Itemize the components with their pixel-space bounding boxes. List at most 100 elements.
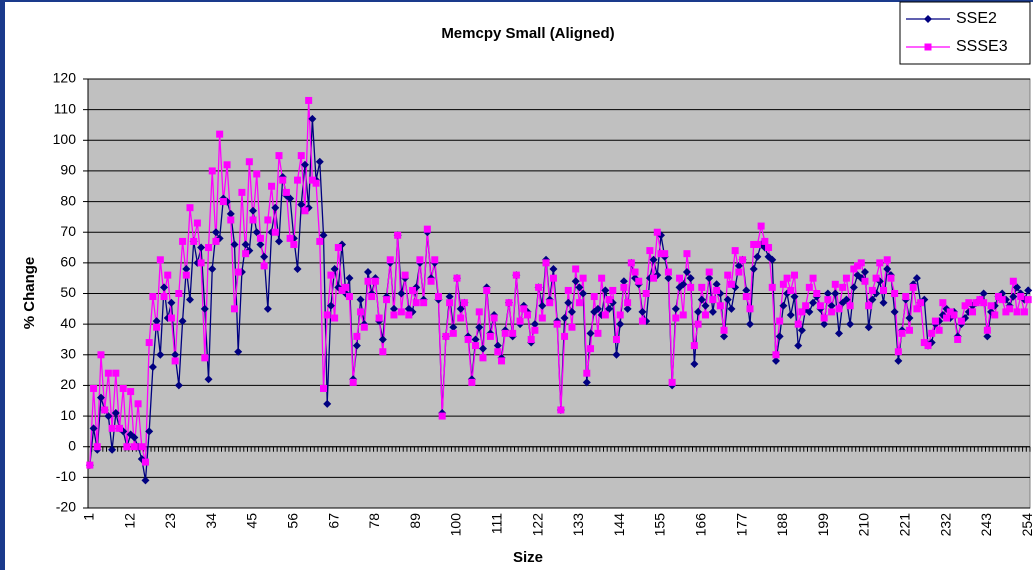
marker	[505, 299, 513, 307]
marker	[820, 314, 828, 322]
marker	[560, 314, 569, 323]
marker	[734, 261, 743, 270]
marker	[682, 268, 691, 277]
marker	[772, 351, 780, 359]
x-axis-label: Size	[513, 549, 543, 566]
marker	[727, 304, 736, 313]
x-tick-label: 155	[652, 513, 668, 537]
marker	[89, 424, 98, 433]
legend-label: SSE2	[956, 10, 997, 27]
marker	[594, 329, 602, 337]
marker	[998, 296, 1006, 304]
x-tick-label: 177	[733, 513, 749, 537]
marker	[905, 326, 913, 334]
marker	[134, 400, 142, 408]
marker	[761, 237, 769, 245]
marker	[671, 304, 680, 313]
marker	[1013, 308, 1021, 316]
marker	[890, 307, 899, 316]
marker	[434, 293, 442, 301]
marker	[731, 247, 739, 255]
marker	[802, 302, 810, 310]
marker	[835, 329, 844, 338]
marker	[449, 329, 457, 337]
marker	[972, 299, 980, 307]
marker	[531, 326, 539, 334]
marker	[849, 283, 858, 292]
marker	[357, 308, 365, 316]
marker	[605, 304, 614, 313]
marker	[112, 369, 120, 377]
marker	[609, 286, 617, 294]
marker	[564, 286, 572, 294]
y-tick-label: 10	[60, 407, 76, 423]
y-tick-label: 60	[60, 254, 76, 270]
y-tick-label: -20	[56, 499, 76, 515]
marker	[216, 130, 224, 138]
marker	[616, 311, 624, 319]
marker	[130, 443, 138, 451]
marker	[108, 424, 116, 432]
marker	[979, 289, 988, 298]
marker	[420, 299, 428, 307]
marker	[753, 240, 761, 248]
marker	[530, 320, 539, 329]
marker	[193, 219, 201, 227]
x-tick-label: 34	[203, 513, 219, 529]
marker	[786, 310, 795, 319]
marker	[708, 307, 717, 316]
marker	[520, 305, 528, 313]
marker	[379, 348, 387, 356]
marker	[887, 274, 895, 282]
marker	[587, 345, 595, 353]
marker	[553, 320, 561, 328]
marker	[965, 299, 973, 307]
marker	[894, 356, 903, 365]
chart-title: Memcpy Small (Aligned)	[441, 25, 614, 42]
marker	[883, 256, 891, 264]
marker	[301, 207, 309, 215]
marker	[579, 289, 588, 298]
marker	[300, 160, 309, 169]
marker	[308, 114, 317, 123]
marker	[175, 290, 183, 297]
marker	[749, 264, 758, 273]
marker	[909, 283, 917, 291]
marker	[145, 339, 153, 347]
y-axis-label: % Change	[21, 257, 38, 330]
legend-label: SSSE3	[956, 38, 1008, 55]
marker	[141, 476, 150, 485]
marker	[969, 308, 977, 316]
marker	[397, 289, 406, 298]
marker	[327, 271, 335, 279]
marker	[623, 304, 632, 313]
marker	[957, 317, 965, 325]
marker	[905, 314, 914, 323]
marker	[123, 443, 131, 451]
marker	[286, 234, 294, 242]
marker	[190, 237, 198, 245]
x-tick-label: 188	[774, 513, 790, 537]
marker	[805, 283, 813, 291]
y-tick-label: 120	[53, 70, 77, 86]
marker	[275, 152, 283, 160]
marker	[917, 299, 925, 307]
marker	[716, 302, 724, 310]
marker	[156, 350, 165, 359]
marker	[479, 354, 487, 362]
marker	[364, 268, 373, 277]
marker	[813, 290, 821, 297]
marker	[571, 277, 580, 286]
marker	[423, 225, 431, 233]
x-tick-label: 45	[244, 513, 260, 529]
marker	[861, 277, 869, 285]
marker	[208, 264, 217, 273]
x-tick-label: 12	[121, 513, 137, 529]
marker	[345, 293, 353, 301]
marker	[816, 302, 824, 310]
x-tick-label: 67	[325, 513, 341, 529]
marker	[668, 378, 676, 386]
marker	[449, 323, 458, 332]
marker	[271, 228, 279, 236]
marker	[883, 264, 892, 273]
